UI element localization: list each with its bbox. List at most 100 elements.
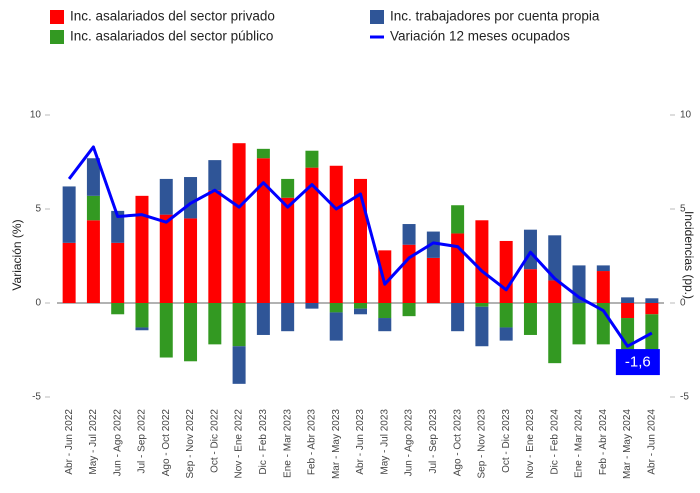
legend-label: Inc. trabajadores por cuenta propia <box>390 9 600 24</box>
x-tick-label: Feb - Abr 2024 <box>598 409 609 476</box>
bar <box>232 303 246 347</box>
bar <box>281 303 295 332</box>
bar <box>596 271 610 303</box>
bar <box>523 229 537 270</box>
bar <box>426 231 440 258</box>
bar <box>475 220 489 303</box>
bar <box>232 346 246 384</box>
y2-tick-label: 5 <box>680 204 686 215</box>
y2-tick-label: -5 <box>680 392 689 403</box>
bar <box>378 250 392 303</box>
bar <box>621 318 635 356</box>
bar <box>451 205 465 234</box>
x-tick-label: Ago - Oct 2023 <box>452 409 463 477</box>
x-tick-label: Feb - Abr 2023 <box>307 409 318 476</box>
annotation-box <box>615 349 660 376</box>
bar <box>256 303 270 335</box>
x-tick-label: Dic - Feb 2024 <box>549 409 560 475</box>
x-tick-label: Abr - Jun 2024 <box>647 409 658 475</box>
y-tick-label: 5 <box>35 204 41 215</box>
bar <box>329 312 343 341</box>
legend-swatch <box>50 10 64 24</box>
bar <box>281 197 295 303</box>
bar <box>305 150 319 168</box>
bar <box>135 195 149 303</box>
x-tick-label: Nov - Ene 2023 <box>525 409 536 479</box>
x-tick-label: May - Jul 2022 <box>88 409 99 475</box>
legend-swatch <box>50 30 64 44</box>
x-tick-label: Sep - Nov 2023 <box>477 409 488 479</box>
legend-label: Inc. asalariados del sector público <box>70 29 273 44</box>
x-tick-label: Mar - May 2023 <box>331 409 342 479</box>
bar <box>208 303 222 345</box>
bar <box>184 177 198 219</box>
bar <box>378 303 392 319</box>
annotation: -1,6 <box>625 354 651 371</box>
y-tick-label: 10 <box>30 110 42 121</box>
legend-label: Inc. asalariados del sector privado <box>70 9 275 24</box>
bar <box>523 303 537 335</box>
bar <box>135 303 149 328</box>
bar <box>62 242 76 303</box>
bar <box>86 220 100 303</box>
x-tick-label: May - Jul 2023 <box>379 409 390 475</box>
bar <box>354 308 367 315</box>
x-tick-label: Mar - May 2024 <box>622 409 633 479</box>
bar <box>281 178 295 198</box>
bar <box>451 303 465 332</box>
bar <box>621 303 635 319</box>
x-tick-label: Jun - Ago 2023 <box>404 409 415 477</box>
x-tick-label: Dic - Feb 2023 <box>258 409 269 475</box>
bar <box>111 242 125 303</box>
bar <box>305 167 319 303</box>
bar <box>499 327 513 341</box>
bar <box>184 303 198 362</box>
x-tick-label: Ene - Mar 2023 <box>282 409 293 478</box>
bar <box>572 303 586 345</box>
bar <box>645 298 659 303</box>
bar <box>329 165 343 303</box>
bar <box>402 303 416 317</box>
x-tick-label: Oct - Dic 2022 <box>209 409 220 473</box>
bar <box>499 303 513 328</box>
x-tick-label: Oct - Dic 2023 <box>501 409 512 473</box>
y-tick-label: 0 <box>35 298 41 309</box>
bar <box>184 218 198 303</box>
bar <box>475 306 489 347</box>
bar <box>378 318 392 332</box>
bar <box>329 303 343 313</box>
bar <box>548 235 562 281</box>
bar <box>475 303 489 307</box>
bar <box>354 303 367 309</box>
bar <box>111 303 125 315</box>
bar <box>645 303 659 315</box>
bar <box>451 233 465 303</box>
y2-tick-label: 10 <box>680 110 692 121</box>
x-tick-label: Ago - Oct 2022 <box>161 409 172 477</box>
bar <box>621 297 635 303</box>
bar <box>232 143 246 303</box>
bar <box>208 160 222 191</box>
bar <box>62 186 76 243</box>
bar <box>499 240 513 303</box>
bar <box>159 303 173 358</box>
y2-axis-label: Incidencias (pp.) <box>682 211 696 299</box>
line <box>67 145 653 348</box>
bar <box>256 148 270 159</box>
x-tick-label: Nov - Ene 2022 <box>234 409 245 479</box>
bar <box>159 178 173 215</box>
x-tick-label: Jul - Sep 2023 <box>428 409 439 474</box>
x-tick-label: Abr - Jun 2022 <box>64 409 75 475</box>
bar <box>402 224 416 245</box>
bar <box>86 195 100 221</box>
bar <box>159 214 173 303</box>
x-tick-label: Jun - Ago 2022 <box>112 409 123 477</box>
bar <box>596 265 610 272</box>
y2-tick-label: 0 <box>680 298 686 309</box>
bar <box>305 303 319 309</box>
bar <box>548 280 562 303</box>
bar <box>548 303 562 364</box>
x-tick-label: Sep - Nov 2022 <box>185 409 196 479</box>
bar <box>523 269 537 303</box>
